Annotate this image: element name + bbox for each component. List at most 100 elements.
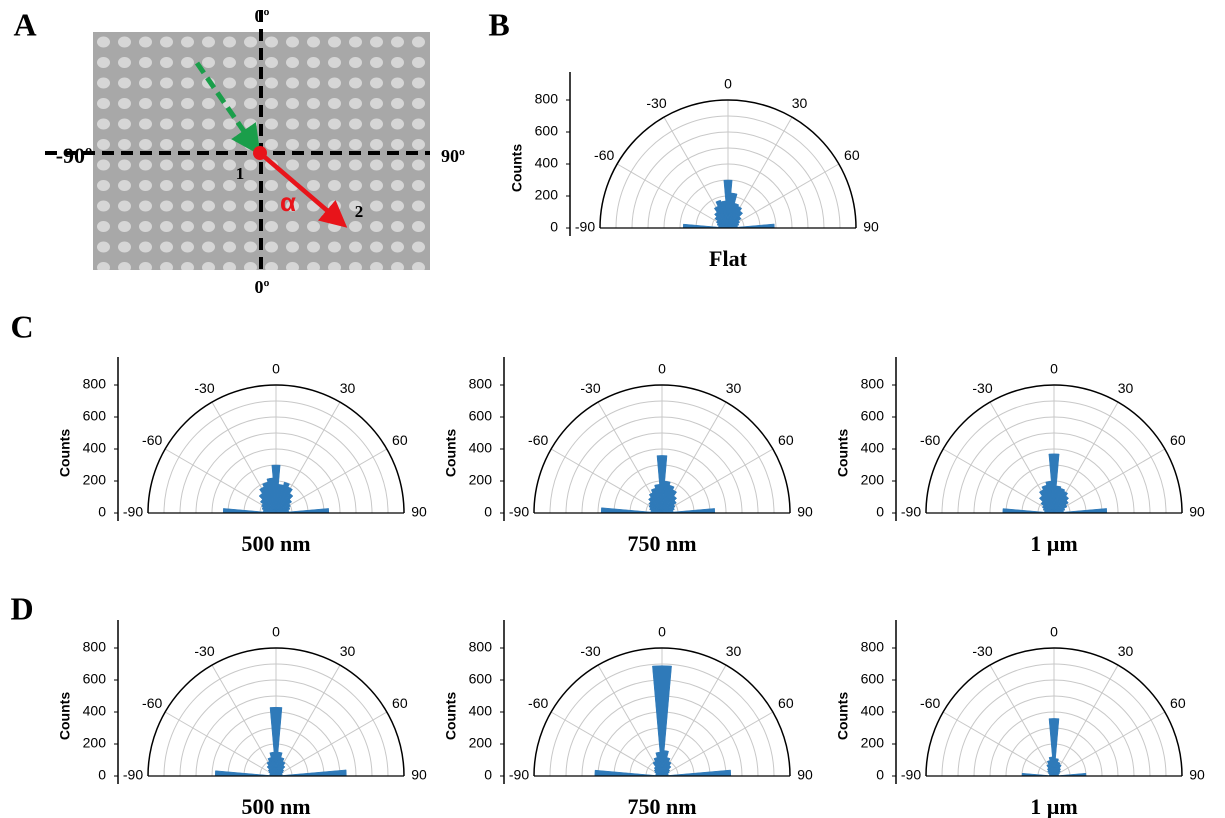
outer-arc bbox=[599, 99, 857, 229]
theta-tick-label: 60 bbox=[844, 147, 860, 163]
bar bbox=[1002, 508, 1055, 513]
grid-spoke bbox=[164, 711, 277, 777]
bar bbox=[214, 770, 277, 776]
outer-arc bbox=[147, 647, 405, 777]
theta-tick-label: -30 bbox=[972, 380, 992, 396]
bar bbox=[727, 222, 740, 228]
polar-chart: -90 -60 -30 0 30 60 90 0 200 400 600 800 Counts 500 n… bbox=[57, 357, 427, 556]
bar bbox=[275, 771, 284, 776]
theta-tick-label: -90 bbox=[509, 767, 529, 783]
theta-tick-label: 90 bbox=[863, 219, 879, 235]
bar bbox=[275, 506, 291, 513]
y-tick-label: 800 bbox=[469, 639, 493, 655]
y-axis-label: Counts bbox=[509, 144, 525, 192]
y-tick-label: 800 bbox=[469, 376, 493, 392]
grid-spoke bbox=[661, 664, 727, 777]
label-point1: 1 bbox=[236, 164, 245, 183]
bar bbox=[661, 489, 678, 513]
outer-arc bbox=[533, 384, 791, 514]
bar bbox=[275, 503, 291, 513]
theta-tick-label: -30 bbox=[580, 380, 600, 396]
bar bbox=[269, 706, 283, 776]
bar bbox=[661, 495, 678, 513]
y-tick-label: 400 bbox=[861, 440, 885, 456]
polar-chart: -90 -60 -30 0 30 60 90 0 200 400 600 800 Counts 750 n… bbox=[443, 620, 813, 818]
green-arrow bbox=[194, 61, 261, 156]
theta-tick-label: -90 bbox=[901, 767, 921, 783]
y-axis-label: Counts bbox=[835, 692, 851, 740]
y-tick-label: 800 bbox=[83, 639, 107, 655]
bar bbox=[1053, 507, 1066, 513]
panel-letter: C bbox=[10, 308, 33, 344]
y-axis-label: Counts bbox=[57, 692, 73, 740]
y-axis-label: Counts bbox=[443, 429, 459, 477]
bar bbox=[723, 179, 733, 228]
theta-tick-label: -90 bbox=[123, 504, 143, 520]
bar bbox=[275, 768, 285, 776]
bar bbox=[661, 771, 670, 776]
caption: 750 nm bbox=[627, 794, 696, 818]
theta-tick-label: 60 bbox=[778, 695, 794, 711]
bar bbox=[271, 464, 281, 513]
theta-tick-label: 0 bbox=[272, 361, 280, 377]
theta-tick-label: 30 bbox=[726, 380, 742, 396]
theta-tick-label: 90 bbox=[1189, 767, 1205, 783]
theta-tick-label: -90 bbox=[575, 219, 595, 235]
bars bbox=[600, 455, 716, 513]
label-angle: α bbox=[280, 187, 296, 217]
theta-tick-label: 90 bbox=[411, 767, 427, 783]
theta-tick-label: -90 bbox=[123, 767, 143, 783]
theta-tick-label: 60 bbox=[778, 432, 794, 448]
bar bbox=[682, 223, 729, 228]
label-bottom: 0º bbox=[255, 277, 270, 297]
bar bbox=[1053, 490, 1069, 513]
bar bbox=[727, 210, 744, 228]
y-tick-label: 200 bbox=[861, 735, 885, 751]
y-tick-label: 0 bbox=[484, 767, 492, 783]
bars bbox=[594, 665, 732, 776]
bar bbox=[275, 769, 347, 776]
bar bbox=[600, 507, 663, 513]
label-point2: 2 bbox=[355, 202, 364, 221]
bar bbox=[1021, 772, 1055, 776]
y-tick-label: 400 bbox=[861, 703, 885, 719]
theta-tick-label: -30 bbox=[194, 380, 214, 396]
bar bbox=[1053, 500, 1069, 513]
y-tick-label: 200 bbox=[83, 472, 107, 488]
theta-tick-label: 0 bbox=[272, 624, 280, 640]
panel-a: 0º 0º -90º 90º 1 2 α bbox=[45, 6, 465, 297]
theta-tick-label: -30 bbox=[646, 95, 666, 111]
bar bbox=[1053, 504, 1068, 513]
theta-tick-label: 90 bbox=[797, 767, 813, 783]
theta-tick-label: -60 bbox=[920, 695, 940, 711]
caption: 750 nm bbox=[627, 531, 696, 556]
bars bbox=[222, 464, 330, 513]
theta-tick-label: 0 bbox=[658, 624, 666, 640]
y-tick-label: 0 bbox=[876, 767, 884, 783]
theta-tick-label: -90 bbox=[901, 504, 921, 520]
y-tick-label: 400 bbox=[83, 440, 107, 456]
theta-tick-label: 30 bbox=[726, 643, 742, 659]
bar bbox=[661, 765, 672, 776]
polar-chart: -90 -60 -30 0 30 60 90 0 200 400 600 800 Counts Flat bbox=[509, 72, 879, 271]
grid-spoke bbox=[550, 711, 663, 777]
theta-tick-label: 90 bbox=[1189, 504, 1205, 520]
grid-spoke bbox=[1053, 711, 1166, 777]
bar bbox=[275, 486, 293, 513]
y-tick-label: 600 bbox=[861, 671, 885, 687]
theta-tick-label: 30 bbox=[340, 380, 356, 396]
theta-tick-label: -60 bbox=[142, 432, 162, 448]
bar bbox=[594, 769, 663, 776]
caption: 500 nm bbox=[241, 794, 310, 818]
start-point bbox=[253, 146, 267, 160]
polar-chart: -90 -60 -30 0 30 60 90 0 200 400 600 800 Counts 750 n… bbox=[443, 357, 813, 556]
y-tick-label: 0 bbox=[876, 504, 884, 520]
bar bbox=[652, 665, 672, 776]
grid-spoke bbox=[661, 711, 774, 777]
caption: 1 µm bbox=[1030, 531, 1078, 556]
grid-spoke bbox=[661, 448, 774, 514]
theta-tick-label: -60 bbox=[142, 695, 162, 711]
bar bbox=[727, 216, 742, 228]
panel-letter: D bbox=[10, 590, 33, 626]
